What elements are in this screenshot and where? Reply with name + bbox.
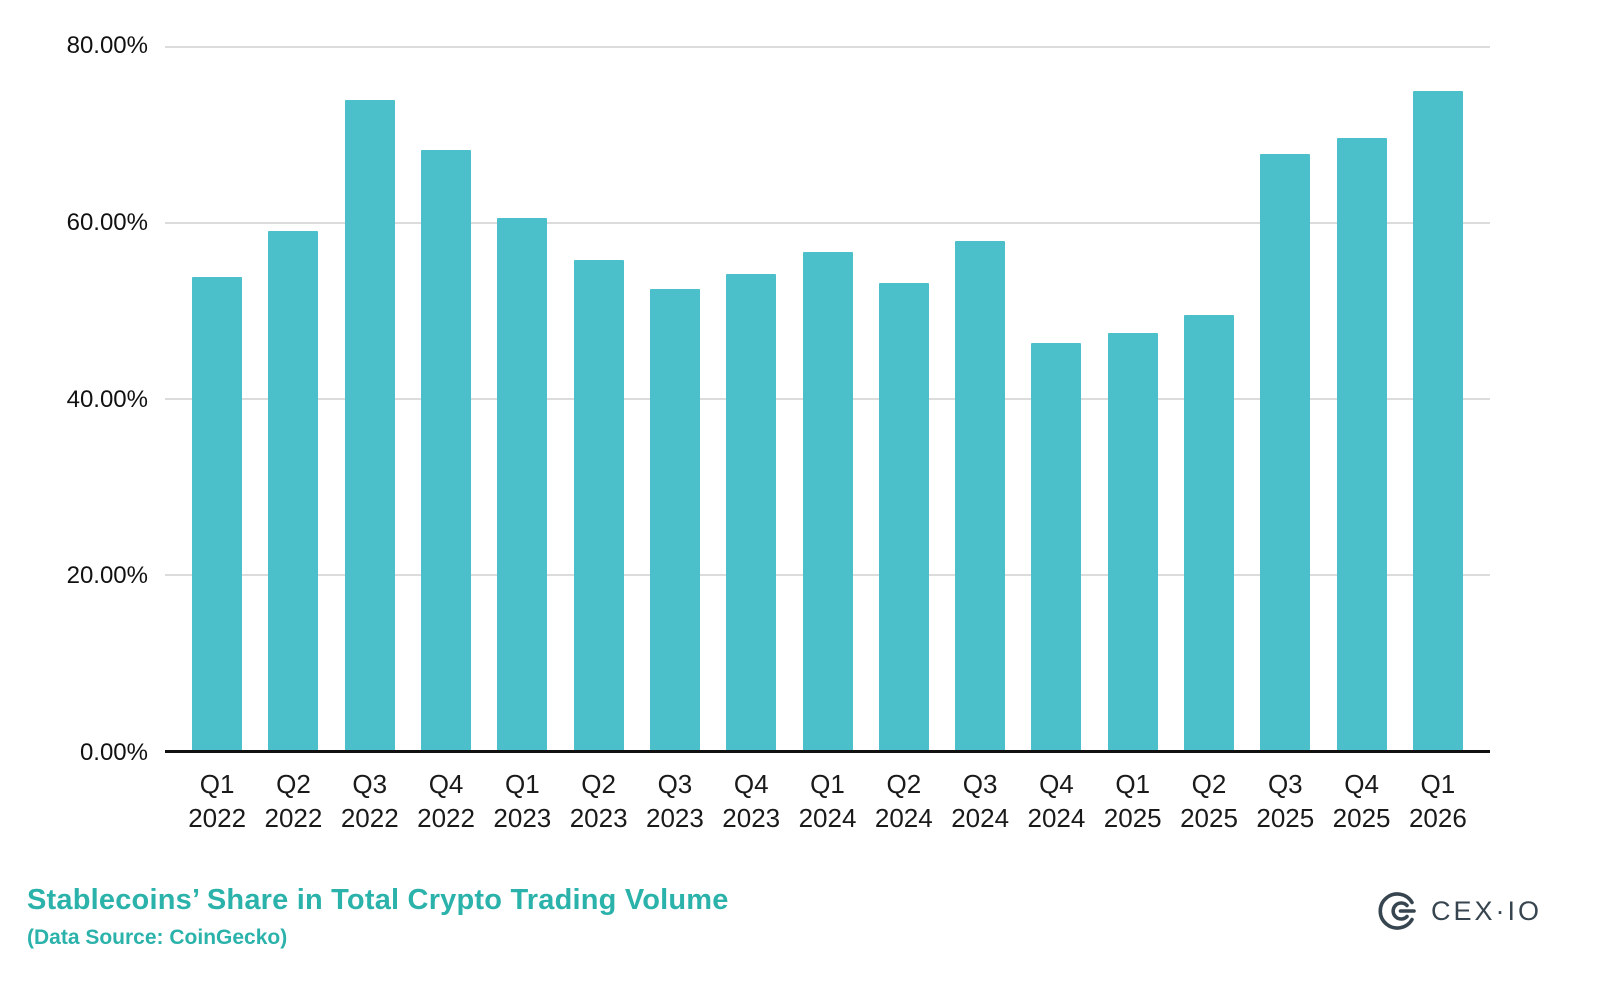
chart-data-source: (Data Source: CoinGecko) [27,926,288,949]
y-tick-label: 80.00% [66,32,148,59]
bar-Q3-2025 [1260,154,1311,750]
x-tick-label: Q2 2023 [569,769,628,833]
bar-Q2-2023 [573,259,624,750]
bar-Q4-2024 [1031,343,1082,750]
x-axis-labels: Q1 2022 Q2 2022 Q3 2022 Q4 2022 Q1 2023 Q2 2023 Q3 20… [165,768,1490,836]
y-tick-label: 40.00% [66,385,148,413]
x-tick-label: Q3 2023 [646,769,704,833]
bar-slot [179,46,255,750]
bar-slot [1018,46,1094,750]
bar-slot [1171,46,1247,750]
cexio-logo-text: CEX·IO [1430,895,1542,926]
bar-slot [1095,46,1171,750]
bar-Q1-2026 [1412,90,1463,750]
x-tick-label: Q1 2025 [1103,769,1162,833]
bar-Q2-2025 [1184,315,1234,750]
y-axis-labels: 0.00% 20.00% 40.00% 60.00% 80.00% [0,32,148,766]
x-tick-label: Q3 2025 [1256,769,1315,833]
x-tick-label: Q3 2024 [951,769,1010,833]
bar-slot [713,46,789,750]
bar-Q2-2022 [268,230,319,750]
gridline [165,46,1490,48]
bar-slot [484,46,560,750]
bar-slot [789,46,865,750]
bar-slot [942,46,1018,750]
x-tick-label: Q4 2025 [1332,769,1391,833]
x-tick-label: Q2 2022 [264,769,323,833]
x-tick-label: Q1 2024 [798,769,857,833]
x-tick-label: Q2 2024 [874,769,933,833]
x-tick-label: Q4 2024 [1027,769,1086,833]
bar-slot [1323,46,1399,750]
x-tick-label: Q1 2023 [493,769,552,833]
bar-slot [637,46,713,750]
bar-Q1-2023 [497,218,548,750]
bar-Q1-2024 [802,251,853,750]
bar-Q4-2023 [726,273,777,750]
cexio-logo-icon [1377,890,1419,932]
x-tick-label: Q2 2025 [1180,769,1238,833]
bar-Q3-2023 [649,288,700,750]
bar-slot [1400,46,1476,750]
brand-footer: CEX·IO [1377,890,1542,932]
bar-Q3-2022 [344,99,395,750]
bar-Q1-2022 [192,276,243,750]
bar-Q4-2025 [1336,137,1387,750]
bar-Q1-2025 [1107,332,1158,750]
x-tick-label: Q4 2022 [417,769,475,833]
bar-slot [866,46,942,750]
bar-slot [408,46,484,750]
bar-slot [255,46,331,750]
plot-area [165,46,1490,753]
x-tick-label: Q3 2022 [340,769,399,833]
gridline [165,222,1490,224]
bar-Q4-2022 [421,149,472,750]
bar-Q2-2024 [878,282,929,750]
x-tick-label: Q4 2023 [722,769,781,833]
y-tick-label: 0.00% [79,739,148,766]
bar-slot [560,46,636,750]
bars-container [165,46,1490,750]
bar-slot [332,46,408,750]
y-tick-label: 60.00% [66,208,148,236]
x-tick-label: Q1 2026 [1408,769,1467,833]
bar-slot [1247,46,1323,750]
y-tick-label: 20.00% [66,562,148,590]
chart-title: Stablecoins’ Share in Total Crypto Tradi… [27,884,729,916]
bar-Q3-2024 [955,241,1006,750]
x-tick-label: Q1 2022 [188,769,247,833]
